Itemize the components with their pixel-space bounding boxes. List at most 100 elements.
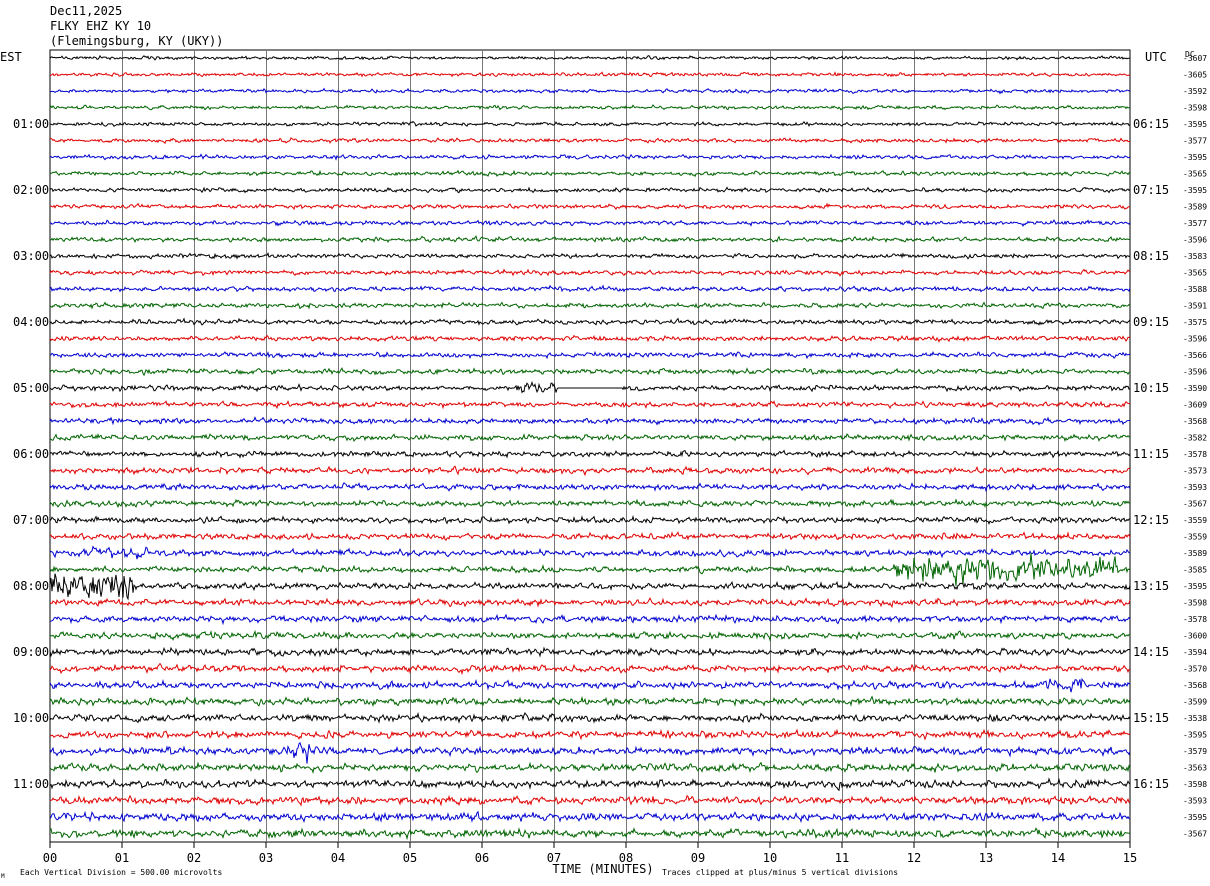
scale-note: Each Vertical Division = 500.00 microvol… xyxy=(20,868,222,877)
est-hour-label: 01:00 xyxy=(13,117,49,131)
est-hour-label: 03:00 xyxy=(13,249,49,263)
utc-hour-label: 07:15 xyxy=(1133,183,1169,197)
x-tick-label: 02 xyxy=(187,851,201,865)
x-axis-title: TIME (MINUTES) xyxy=(552,862,653,876)
trace-22 xyxy=(49,400,1131,410)
dc-label: DC xyxy=(1185,50,1195,59)
trace-26 xyxy=(49,465,1131,477)
trace-45 xyxy=(49,777,1131,792)
utc-hour-label: 11:15 xyxy=(1133,447,1169,461)
trace-6 xyxy=(49,137,1131,145)
location-label: (Flemingsburg, KY (UKY)) xyxy=(50,34,224,48)
trace-2 xyxy=(49,71,1131,78)
dc-offset-label: -3595 xyxy=(1183,813,1207,822)
x-tick-label: 10 xyxy=(763,851,777,865)
trace-10 xyxy=(50,202,1131,211)
x-tick-label: 05 xyxy=(403,851,417,865)
plot-frame xyxy=(49,49,1131,843)
dc-offset-label: -3579 xyxy=(1183,747,1207,756)
dc-offset-label: -3565 xyxy=(1183,170,1207,179)
trace-25 xyxy=(49,449,1131,459)
dc-offset-label: -3583 xyxy=(1183,252,1207,261)
dc-offset-label: -3593 xyxy=(1183,797,1207,806)
utc-axis-label: UTC xyxy=(1145,50,1167,64)
x-tick-label: 07 xyxy=(547,851,561,865)
trace-41 xyxy=(49,711,1131,724)
est-hour-label: 04:00 xyxy=(13,315,49,329)
trace-27 xyxy=(49,482,1131,493)
dc-offset-label: -3565 xyxy=(1183,269,1207,278)
dc-offset-label: -3538 xyxy=(1183,714,1207,723)
trace-34 xyxy=(49,597,1131,608)
dc-offset-label: -3589 xyxy=(1183,203,1207,212)
est-hour-label: 11:00 xyxy=(13,777,49,791)
trace-1 xyxy=(49,54,1131,61)
trace-36 xyxy=(49,629,1131,642)
trace-35 xyxy=(49,613,1131,626)
trace-32 xyxy=(49,552,1131,586)
utc-hour-label: 15:15 xyxy=(1133,711,1169,725)
dc-offset-label: -3588 xyxy=(1183,285,1207,294)
dc-offset-label: -3596 xyxy=(1183,236,1207,245)
dc-offset-label: -3595 xyxy=(1183,120,1207,129)
dc-offset-label: -3577 xyxy=(1183,137,1207,146)
dc-offset-label: -3595 xyxy=(1183,731,1207,740)
dc-offset-label: -3595 xyxy=(1183,582,1207,591)
dc-offset-label: -3566 xyxy=(1183,351,1207,360)
trace-37 xyxy=(49,646,1131,658)
dc-offset-label: -3575 xyxy=(1183,318,1207,327)
dc-offset-label: -3582 xyxy=(1183,434,1207,443)
est-hour-label: 09:00 xyxy=(13,645,49,659)
dc-offset-label: -3563 xyxy=(1183,764,1207,773)
dc-offset-label: -3567 xyxy=(1183,830,1207,839)
est-hour-label: 05:00 xyxy=(13,381,49,395)
trace-11 xyxy=(49,219,1131,227)
trace-29 xyxy=(49,515,1131,526)
trace-31 xyxy=(49,545,1131,560)
dc-offset-label: -3578 xyxy=(1183,615,1207,624)
trace-3 xyxy=(49,87,1131,95)
utc-hour-label: 13:15 xyxy=(1133,579,1169,593)
trace-42 xyxy=(49,728,1131,741)
dc-offset-label: -3598 xyxy=(1183,104,1207,113)
x-tick-label: 08 xyxy=(619,851,633,865)
trace-18 xyxy=(49,334,1131,343)
dc-offset-label: -3607 xyxy=(1183,54,1207,63)
est-hour-label: 06:00 xyxy=(13,447,49,461)
dc-offset-label: -3594 xyxy=(1183,648,1207,657)
trace-14 xyxy=(49,268,1131,277)
trace-16 xyxy=(49,301,1131,310)
trace-7 xyxy=(49,153,1131,161)
utc-hour-label: 12:15 xyxy=(1133,513,1169,527)
x-tick-label: 12 xyxy=(907,851,921,865)
x-tick-label: 14 xyxy=(1051,851,1065,865)
est-axis-label: EST xyxy=(0,50,22,64)
dc-offset-label: -3605 xyxy=(1183,71,1207,80)
x-tick-label: 13 xyxy=(979,851,993,865)
utc-hour-label: 09:15 xyxy=(1133,315,1169,329)
dc-offset-label: -3592 xyxy=(1183,87,1207,96)
est-hour-label: 08:00 xyxy=(13,579,49,593)
dc-offset-label: -3570 xyxy=(1183,665,1207,674)
dc-offset-label: -3568 xyxy=(1183,681,1207,690)
dc-offset-label: -3589 xyxy=(1183,549,1207,558)
x-tick-label: 04 xyxy=(331,851,345,865)
trace-20 xyxy=(49,367,1131,377)
x-tick-label: 06 xyxy=(475,851,489,865)
x-tick-label: 09 xyxy=(691,851,705,865)
trace-48 xyxy=(49,827,1131,841)
dc-offset-label: -3559 xyxy=(1183,516,1207,525)
dc-offset-label: -3578 xyxy=(1183,450,1207,459)
trace-33 xyxy=(49,573,1131,601)
x-tick-label: 11 xyxy=(835,851,849,865)
dc-offset-label: -3596 xyxy=(1183,368,1207,377)
dc-offset-label: -3595 xyxy=(1183,186,1207,195)
station-label: FLKY EHZ KY 10 xyxy=(50,19,152,33)
trace-4 xyxy=(49,104,1131,111)
trace-30 xyxy=(49,531,1131,542)
utc-hour-label: 14:15 xyxy=(1133,645,1169,659)
trace-46 xyxy=(49,794,1131,807)
trace-47 xyxy=(49,810,1131,824)
trace-39 xyxy=(49,677,1131,693)
trace-5 xyxy=(49,120,1131,128)
